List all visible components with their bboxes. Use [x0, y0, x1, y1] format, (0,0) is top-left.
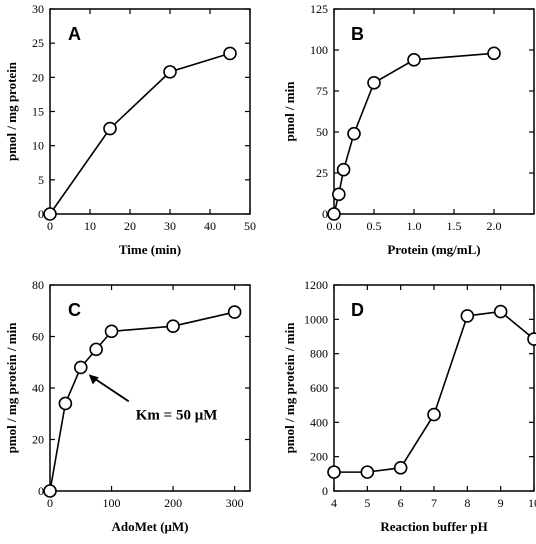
x-tick-label: 4	[331, 496, 337, 510]
y-tick-label: 400	[310, 415, 328, 429]
x-tick-label: 2.0	[487, 219, 502, 233]
y-tick-label: 800	[310, 347, 328, 361]
y-tick-label: 80	[32, 278, 44, 292]
data-point	[223, 46, 237, 61]
x-tick-label: 1.5	[447, 219, 462, 233]
x-axis-label: Time (min)	[119, 242, 181, 257]
y-tick-label: 5	[38, 173, 44, 187]
series-line	[334, 310, 535, 473]
plot-frame	[333, 8, 535, 215]
x-tick-label: 0	[47, 219, 53, 233]
y-tick-label: 75	[316, 84, 328, 98]
y-tick-label: 1200	[304, 278, 328, 292]
x-tick-label: 7	[431, 496, 437, 510]
y-tick-label: 60	[32, 330, 44, 344]
x-tick-label: 30	[164, 219, 176, 233]
data-point	[73, 360, 88, 375]
y-tick-label: 20	[32, 70, 44, 84]
data-point	[407, 53, 421, 67]
series-line	[49, 52, 231, 215]
data-point	[103, 121, 117, 136]
y-axis-label: pmol / mg protein / min	[4, 322, 19, 454]
x-tick-label: 20	[124, 219, 136, 233]
y-tick-label: 100	[310, 43, 328, 57]
y-tick-label: 15	[32, 105, 44, 119]
y-tick-label: 0	[322, 207, 328, 221]
data-point	[393, 461, 408, 475]
panel-label: D	[351, 300, 364, 320]
x-axis-label: Protein (mg/mL)	[387, 242, 480, 257]
y-tick-label: 0	[38, 207, 44, 221]
data-point	[487, 46, 501, 61]
data-point	[493, 304, 508, 319]
x-axis-label: AdoMet (μM)	[111, 519, 188, 534]
panel-label: B	[351, 24, 364, 44]
data-point	[347, 126, 361, 141]
data-point	[331, 187, 346, 202]
panel-a: 0 10 20 30 40 50 0 5 10 15 20 25 30 Time (min) pmol / …	[4, 2, 256, 257]
x-tick-label: 40	[204, 219, 216, 233]
x-tick-label: 9	[498, 496, 504, 510]
x-axis-label: Reaction buffer pH	[380, 519, 487, 534]
y-axis-label: pmol / min	[282, 81, 297, 142]
data-point	[427, 407, 441, 422]
x-tick-label: 50	[244, 219, 256, 233]
annotation-text: Km = 50 μM	[136, 407, 218, 423]
data-point	[89, 342, 103, 357]
data-point	[166, 319, 180, 334]
data-point	[227, 305, 242, 319]
data-point	[367, 76, 381, 90]
data-point	[460, 309, 475, 323]
y-tick-label: 30	[32, 2, 44, 16]
data-point	[327, 207, 341, 221]
y-tick-label: 200	[310, 450, 328, 464]
x-tick-label: 100	[103, 496, 121, 510]
x-tick-label: 8	[464, 496, 470, 510]
panel-label: C	[68, 300, 81, 320]
x-tick-label: 0.0	[327, 219, 342, 233]
x-tick-label: 200	[164, 496, 182, 510]
y-tick-label: 125	[310, 2, 328, 16]
y-tick-label: 0	[38, 484, 44, 498]
data-point	[527, 332, 536, 346]
series-line	[49, 311, 235, 492]
data-point	[336, 162, 351, 177]
data-point	[58, 396, 73, 411]
y-tick-label: 25	[32, 36, 44, 50]
y-axis-label: pmol / mg protein / min	[282, 322, 297, 454]
data-point	[360, 465, 375, 479]
x-tick-label: 5	[364, 496, 370, 510]
x-tick-label: 1.0	[407, 219, 422, 233]
y-tick-label: 600	[310, 381, 328, 395]
x-tick-label: 6	[398, 496, 404, 510]
x-tick-label: 10	[528, 496, 536, 510]
panel-b: 0.0 0.5 1.0 1.5 2.0 0 25 50 75 100 125 Protein (mg/…	[282, 2, 535, 257]
y-tick-label: 20	[32, 433, 44, 447]
data-point	[43, 207, 57, 221]
y-axis-label: pmol / mg protein	[4, 61, 19, 161]
y-tick-label: 40	[32, 381, 44, 395]
panel-d: 4 5 6 7 8 9 10 0 200 400 600 800 1000 1200 Reaction bu…	[282, 278, 536, 534]
data-point	[104, 324, 119, 339]
x-tick-label: 0	[47, 496, 53, 510]
y-tick-label: 25	[316, 166, 328, 180]
data-point	[43, 484, 57, 498]
x-tick-label: 300	[226, 496, 244, 510]
data-point	[327, 465, 341, 479]
y-tick-label: 1000	[304, 312, 328, 326]
panel-c: 0 100 200 300 0 20 40 60 80 AdoMet (μM) pmol / mg …	[4, 278, 251, 534]
x-tick-label: 10	[84, 219, 96, 233]
panel-label: A	[68, 24, 81, 44]
y-tick-label: 10	[32, 139, 44, 153]
y-tick-label: 50	[316, 125, 328, 139]
x-tick-label: 0.5	[367, 219, 382, 233]
y-tick-label: 0	[322, 484, 328, 498]
annotation-arrowhead	[88, 374, 99, 385]
data-point	[163, 65, 177, 79]
